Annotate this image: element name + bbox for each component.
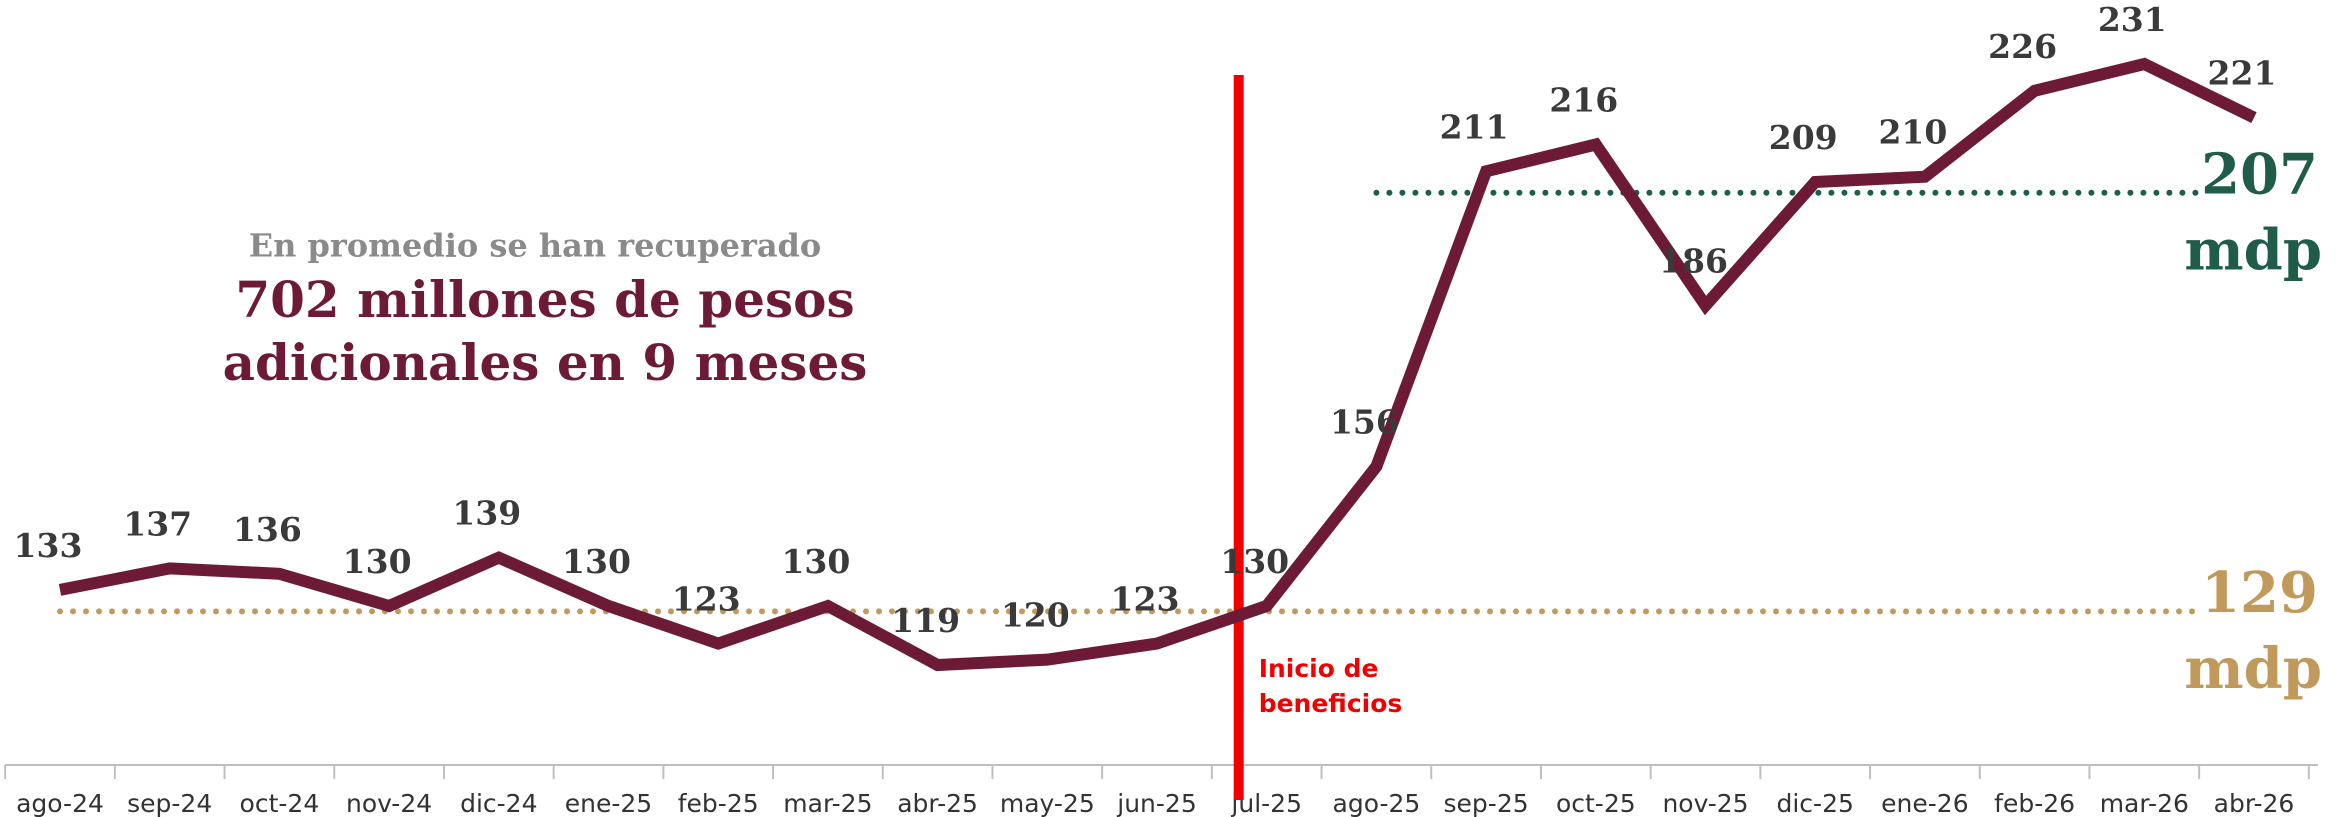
x-tick-label: oct-24 <box>240 789 320 817</box>
x-tick-label: sep-24 <box>127 789 212 817</box>
x-tick-label: feb-25 <box>678 789 759 817</box>
x-tick-label: abr-26 <box>2214 789 2295 817</box>
x-tick-label: abr-25 <box>897 789 978 817</box>
title-line: adicionales en 9 meses <box>223 333 868 392</box>
x-tick-label: ene-25 <box>565 789 652 817</box>
data-label: 123 <box>672 580 741 619</box>
data-label: 137 <box>123 504 192 543</box>
x-tick-label: ene-26 <box>1881 789 1968 817</box>
x-tick-label: dic-24 <box>460 789 537 817</box>
x-tick-label: mar-26 <box>2100 789 2189 817</box>
x-tick-label: mar-25 <box>783 789 872 817</box>
data-label: 130 <box>343 542 412 581</box>
data-label: 210 <box>1878 113 1947 152</box>
event-label: Inicio de <box>1259 654 1379 683</box>
data-label: 156 <box>1330 402 1399 441</box>
data-label: 130 <box>1220 542 1289 581</box>
data-label: 120 <box>1001 596 1070 635</box>
data-label: 133 <box>14 526 83 565</box>
x-tick-label: nov-25 <box>1662 789 1748 817</box>
data-label: 209 <box>1769 118 1838 157</box>
reference-unit: mdp <box>2184 217 2322 283</box>
reference-unit: mdp <box>2184 636 2322 702</box>
data-label: 211 <box>1440 107 1509 146</box>
data-label: 216 <box>1549 80 1618 119</box>
x-tick-label: oct-25 <box>1556 789 1636 817</box>
x-tick-label: nov-24 <box>346 789 432 817</box>
x-tick-label: dic-25 <box>1776 789 1853 817</box>
title-line: 702 millones de pesos <box>235 270 854 329</box>
x-tick-label: sep-25 <box>1444 789 1529 817</box>
data-label: 130 <box>781 542 850 581</box>
x-tick-label: jun-25 <box>1116 789 1196 817</box>
x-tick-label: may-25 <box>1000 789 1095 817</box>
data-label: 130 <box>562 542 631 581</box>
x-tick-label: ago-24 <box>16 789 104 817</box>
x-tick-label: ago-25 <box>1333 789 1421 817</box>
series-line <box>58 57 2257 672</box>
reference-value: 129 <box>2201 560 2318 626</box>
data-label: 119 <box>891 601 960 640</box>
data-label: 231 <box>2098 0 2167 39</box>
data-label: 186 <box>1659 241 1728 280</box>
data-label: 139 <box>452 494 521 533</box>
x-tick-label: feb-26 <box>1994 789 2075 817</box>
data-label: 123 <box>1111 580 1180 619</box>
event-label: beneficios <box>1259 689 1403 718</box>
data-label: 221 <box>2208 54 2277 93</box>
subtitle: En promedio se han recuperado <box>249 227 822 265</box>
data-label: 136 <box>233 510 302 549</box>
data-label: 226 <box>1988 27 2057 66</box>
reference-value: 207 <box>2201 141 2318 207</box>
